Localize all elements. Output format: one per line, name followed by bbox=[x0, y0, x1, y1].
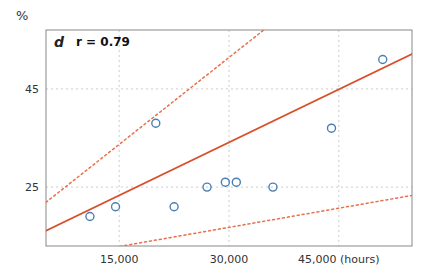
marks bbox=[46, 30, 412, 246]
scatter-point bbox=[221, 178, 229, 186]
grid bbox=[46, 30, 412, 246]
scatter-point bbox=[232, 178, 240, 186]
annotation: r = 0.79 bbox=[76, 35, 130, 49]
regression-line bbox=[46, 54, 412, 231]
scatter-point bbox=[327, 124, 335, 132]
scatter-point bbox=[112, 203, 120, 211]
grid-line-x bbox=[119, 30, 120, 246]
panel-label: d bbox=[54, 34, 65, 50]
confidence-line bbox=[46, 30, 412, 202]
grid-line-x bbox=[338, 30, 339, 246]
x-tick-label: 45,000 (hours) bbox=[298, 253, 380, 266]
grid-line-y bbox=[46, 88, 412, 89]
chart: 15,000 30,000 45,000 (hours) 25 45% d r = 0.79 bbox=[0, 0, 434, 280]
confidence-line bbox=[46, 195, 412, 246]
scatter-point bbox=[379, 55, 387, 63]
grid-line-x bbox=[229, 30, 230, 246]
scatter-point bbox=[269, 183, 277, 191]
plot-frame bbox=[46, 30, 412, 246]
scatter-point bbox=[170, 203, 178, 211]
y-tick-label: 45 bbox=[25, 83, 39, 96]
y-tick-label: 25 bbox=[25, 181, 39, 194]
grid-line-y bbox=[46, 187, 412, 188]
y-axis-label: % bbox=[16, 8, 28, 23]
x-tick-label: 15,000 bbox=[100, 253, 139, 266]
scatter-point bbox=[152, 119, 160, 127]
x-tick-label: 30,000 bbox=[210, 253, 249, 266]
scatter-point bbox=[203, 183, 211, 191]
scatter-point bbox=[86, 213, 94, 221]
